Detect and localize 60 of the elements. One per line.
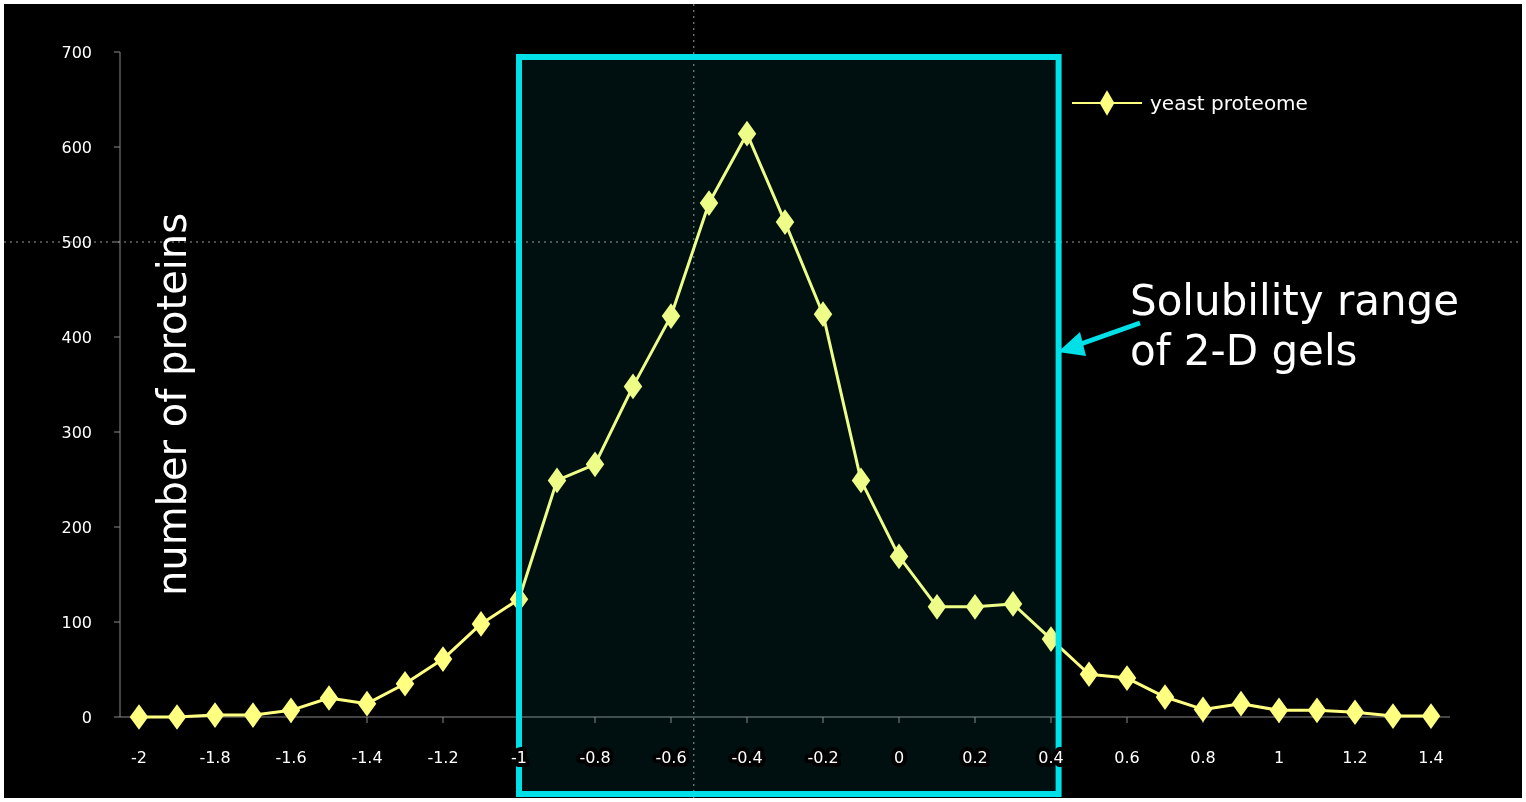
y-axis-title: number of proteins	[149, 212, 195, 597]
point	[433, 646, 453, 672]
point	[167, 704, 187, 730]
point	[1155, 684, 1175, 710]
point	[661, 303, 681, 329]
x-tick-label: -1.2	[427, 748, 459, 767]
point	[851, 467, 871, 494]
point	[395, 670, 415, 697]
point	[357, 690, 377, 717]
point	[813, 301, 833, 328]
point	[737, 120, 757, 147]
point	[205, 702, 225, 728]
point	[965, 593, 985, 620]
point	[623, 373, 643, 400]
point	[319, 685, 339, 711]
x-tick-label: -1.6	[275, 748, 307, 767]
x-tick-label: 0	[893, 748, 905, 767]
point	[1269, 697, 1289, 724]
x-tick-label: 1.4	[1418, 748, 1444, 767]
x-tick-label: -1.8	[199, 748, 231, 767]
point	[1383, 703, 1403, 729]
point	[927, 593, 947, 620]
y-tick-label: 600	[61, 137, 92, 157]
y-tick-label: 100	[61, 612, 92, 632]
x-tick-label: 0.6	[1114, 748, 1140, 767]
point	[1117, 665, 1137, 691]
x-tick-label: -2	[131, 748, 147, 767]
point	[1421, 703, 1441, 729]
x-tick-label: 1.2	[1342, 748, 1368, 767]
y-tick-label: 300	[61, 422, 92, 442]
point	[243, 702, 263, 728]
point	[281, 697, 301, 724]
x-tick-label: 0.2	[962, 748, 988, 767]
point	[129, 704, 149, 730]
point	[775, 209, 795, 235]
y-tick-label: 500	[61, 232, 92, 252]
y-tick-label: 0	[81, 707, 92, 727]
point	[889, 543, 909, 570]
point	[1231, 690, 1251, 717]
point	[1079, 661, 1099, 688]
y-tick-label: 400	[61, 327, 92, 347]
point	[1307, 697, 1327, 724]
x-tick-label: -1.4	[351, 748, 383, 767]
point	[547, 467, 567, 494]
point	[699, 190, 719, 216]
x-tick-label: -0.2	[807, 748, 839, 767]
point	[1193, 696, 1213, 723]
y-tick-label: 700	[61, 42, 92, 62]
x-tick-label: -0.6	[655, 748, 687, 767]
x-tick-label: -0.8	[579, 748, 611, 767]
point	[1345, 699, 1365, 726]
x-tick-label: -0.4	[731, 748, 763, 767]
legend-label: yeast proteome	[1150, 91, 1308, 115]
band-label: Solubility range of 2-D gels	[1130, 276, 1460, 375]
x-tick-label: 1	[1273, 748, 1285, 767]
y-tick-label: 200	[61, 517, 92, 537]
point	[585, 451, 605, 478]
point	[1003, 591, 1023, 617]
x-tick-label: 0.8	[1190, 748, 1216, 767]
point	[471, 611, 491, 637]
